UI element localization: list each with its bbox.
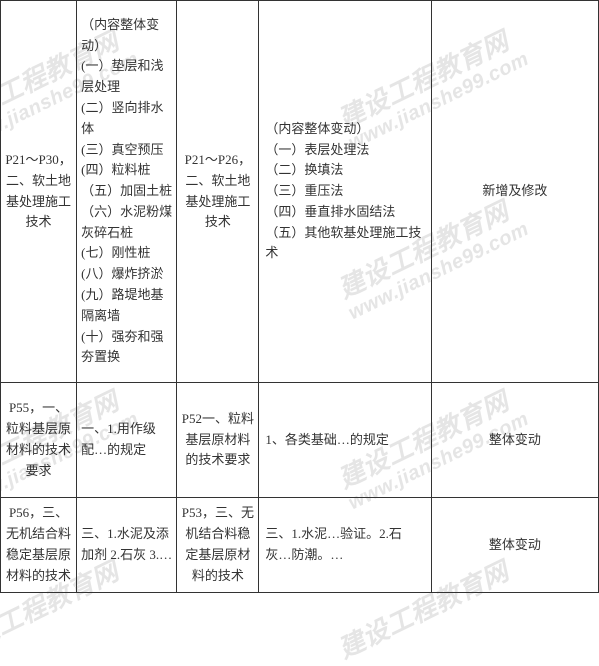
cell-new-content: 1、各类基础…的规定 [259,383,431,498]
cell-new-ref: P53，三、无机结合料稳定基层原材料的技术 [177,498,259,593]
cell-old-ref: P21～P30，二、软土地基处理施工技术 [1,1,77,383]
cell-old-content: 三、1.水泥及添加剂 2.石灰 3.… [77,498,177,593]
cell-new-ref: P52一、粒料基层原材料的技术要求 [177,383,259,498]
cell-new-content: （内容整体变动）（一）表层处理法（二）换填法（三）重压法（四）垂直排水固结法（五… [259,1,431,383]
comparison-table: P21～P30，二、软土地基处理施工技术 （内容整体变动）(一）垫层和浅层处理(… [0,0,599,593]
table-row: P55，一、粒料基层原材料的技术要求 一、1.用作级配…的规定 P52一、粒料基… [1,383,599,498]
cell-old-ref: P55，一、粒料基层原材料的技术要求 [1,383,77,498]
cell-new-content: 三、1.水泥…验证。2.石灰…防潮。… [259,498,431,593]
cell-old-content: （内容整体变动）(一）垫层和浅层处理(二）竖向排水体(三）真空预压(四）粒料桩（… [77,1,177,383]
table-row: P21～P30，二、软土地基处理施工技术 （内容整体变动）(一）垫层和浅层处理(… [1,1,599,383]
cell-change-type: 整体变动 [431,498,598,593]
cell-change-type: 整体变动 [431,383,598,498]
cell-new-ref: P21～P26，二、软土地基处理施工技术 [177,1,259,383]
table-row: P56，三、无机结合料稳定基层原材料的技术 三、1.水泥及添加剂 2.石灰 3.… [1,498,599,593]
cell-old-ref: P56，三、无机结合料稳定基层原材料的技术 [1,498,77,593]
cell-old-content: 一、1.用作级配…的规定 [77,383,177,498]
cell-change-type: 新增及修改 [431,1,598,383]
